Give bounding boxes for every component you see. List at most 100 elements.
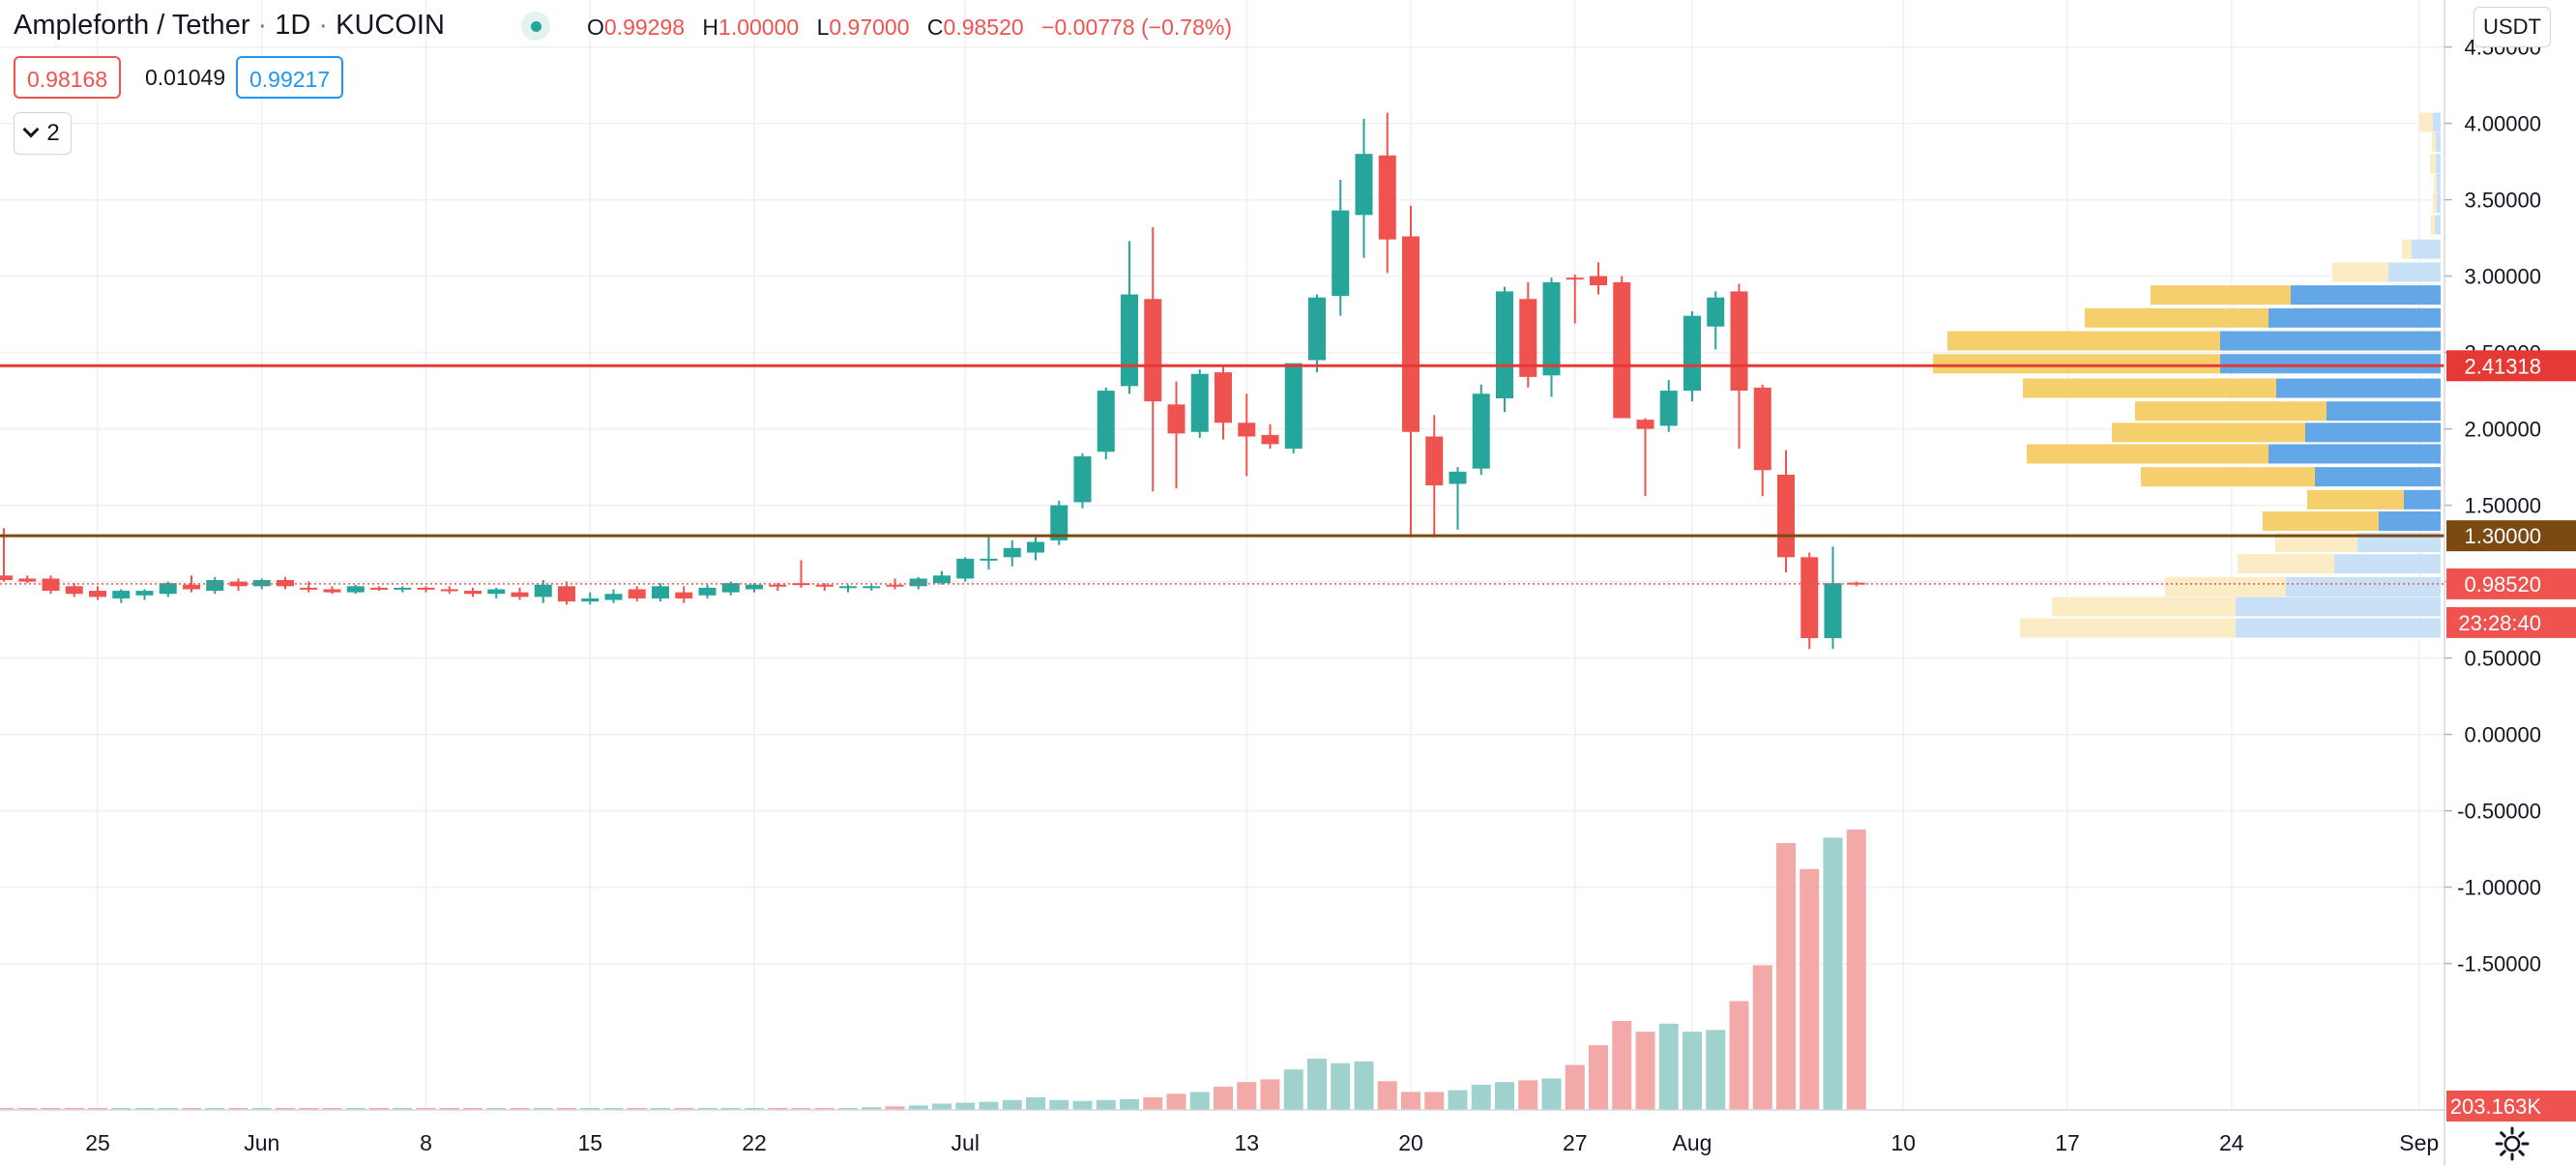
candle-body[interactable] xyxy=(417,587,435,590)
y-tick-label: -1.00000 xyxy=(2457,876,2541,900)
candle-body[interactable] xyxy=(206,580,224,592)
candle-body[interactable] xyxy=(815,584,834,587)
candle-body[interactable] xyxy=(135,591,154,596)
candle-body[interactable] xyxy=(1238,423,1256,437)
candle-body[interactable] xyxy=(909,578,927,587)
volume-bar xyxy=(1166,1093,1186,1110)
candle-body[interactable] xyxy=(1824,583,1842,639)
candle-body[interactable] xyxy=(1590,276,1607,286)
candle-body[interactable] xyxy=(0,575,13,581)
candle-body[interactable] xyxy=(1190,373,1209,432)
settings-gear-icon[interactable] xyxy=(2493,1124,2532,1163)
candle-body[interactable] xyxy=(746,584,763,590)
candle-body[interactable] xyxy=(511,592,529,598)
y-tick-label: -1.50000 xyxy=(2457,952,2541,977)
candle-body[interactable] xyxy=(604,594,623,600)
candle-body[interactable] xyxy=(652,586,669,598)
candle-body[interactable] xyxy=(1449,471,1467,484)
candle-body[interactable] xyxy=(558,586,575,602)
currency-unit-button[interactable]: USDT xyxy=(2474,7,2551,47)
candle-body[interactable] xyxy=(1800,557,1819,639)
candle-body[interactable] xyxy=(1027,541,1044,553)
volume-profile-down-bar xyxy=(2307,489,2404,510)
symbol-legend[interactable]: Ampleforth / Tether · 1D · KUCOIN xyxy=(14,10,445,41)
candle-body[interactable] xyxy=(1144,299,1162,402)
candle-body[interactable] xyxy=(1402,236,1420,432)
indicators-toggle-button[interactable]: 2 xyxy=(14,112,72,155)
spread-value: 0.01049 xyxy=(135,56,236,99)
candle-body[interactable] xyxy=(277,580,294,587)
volume-bar xyxy=(1729,1001,1749,1110)
candle-body[interactable] xyxy=(839,586,857,589)
candle-body[interactable] xyxy=(42,578,60,592)
candle-body[interactable] xyxy=(769,584,787,587)
candle-body[interactable] xyxy=(183,584,200,590)
candle-body[interactable] xyxy=(1073,456,1092,503)
candle-body[interactable] xyxy=(1730,291,1748,392)
candle-body[interactable] xyxy=(487,589,506,595)
candle-body[interactable] xyxy=(1167,404,1186,434)
candle-body[interactable] xyxy=(628,589,646,598)
candle-body[interactable] xyxy=(1542,281,1561,376)
volume-profile-down-bar xyxy=(2020,618,2236,638)
candle-body[interactable] xyxy=(159,583,177,595)
candle-body[interactable] xyxy=(1050,505,1068,540)
candle-body[interactable] xyxy=(1121,294,1138,387)
candle-body[interactable] xyxy=(721,583,740,593)
candle-body[interactable] xyxy=(300,587,318,590)
candle-body[interactable] xyxy=(1753,387,1771,471)
candle-body[interactable] xyxy=(370,587,388,590)
candle-body[interactable] xyxy=(89,591,106,598)
candle-body[interactable] xyxy=(1284,363,1303,450)
candle-body[interactable] xyxy=(1613,281,1631,419)
candle-body[interactable] xyxy=(1847,582,1865,585)
volume-bar xyxy=(955,1102,976,1110)
candle-body[interactable] xyxy=(675,592,693,598)
candle-body[interactable] xyxy=(440,589,458,592)
candle-body[interactable] xyxy=(698,587,717,596)
candle-body[interactable] xyxy=(464,591,482,595)
candle-body[interactable] xyxy=(863,586,881,589)
volume-profile-up-bar xyxy=(2236,618,2441,638)
volume-bar xyxy=(1307,1059,1327,1110)
volume-profile-down-bar xyxy=(2275,533,2357,553)
candle-body[interactable] xyxy=(323,589,341,593)
candle-body[interactable] xyxy=(1261,434,1279,445)
candle-body[interactable] xyxy=(18,578,37,582)
candle-body[interactable] xyxy=(886,584,904,587)
candle-body[interactable] xyxy=(1472,394,1490,469)
candle-body[interactable] xyxy=(933,575,951,584)
candle-body[interactable] xyxy=(1707,297,1725,327)
candle-body[interactable] xyxy=(1378,155,1396,240)
sell-price-button[interactable]: 0.98168 xyxy=(14,56,122,99)
candle-body[interactable] xyxy=(534,584,552,598)
candle-body[interactable] xyxy=(1683,315,1701,392)
candle-body[interactable] xyxy=(1566,277,1584,280)
candle-body[interactable] xyxy=(1308,297,1326,361)
volume-profile-up-bar xyxy=(2404,489,2441,510)
candle-body[interactable] xyxy=(1496,291,1513,398)
candle-body[interactable] xyxy=(1355,154,1373,216)
candle-body[interactable] xyxy=(1659,391,1678,426)
x-tick-label: Jun xyxy=(244,1130,279,1155)
candle-body[interactable] xyxy=(1003,547,1021,558)
candle-body[interactable] xyxy=(792,583,810,586)
volume-bar xyxy=(111,1108,132,1110)
candle-body[interactable] xyxy=(581,598,600,602)
candle-body[interactable] xyxy=(394,587,412,590)
candle-body[interactable] xyxy=(65,586,83,595)
buy-price-button[interactable]: 0.99217 xyxy=(236,56,344,99)
candle-body[interactable] xyxy=(1097,391,1115,452)
candle-body[interactable] xyxy=(1215,372,1232,423)
candle-body[interactable] xyxy=(346,586,365,593)
candle-body[interactable] xyxy=(252,580,271,587)
candle-body[interactable] xyxy=(1636,420,1654,429)
candle-body[interactable] xyxy=(1777,474,1795,558)
candle-body[interactable] xyxy=(1332,210,1350,297)
candle-body[interactable] xyxy=(1425,436,1444,486)
candle-body[interactable] xyxy=(112,591,131,598)
candle-body[interactable] xyxy=(980,558,998,561)
candle-body[interactable] xyxy=(956,558,975,579)
candle-body[interactable] xyxy=(1519,299,1537,377)
